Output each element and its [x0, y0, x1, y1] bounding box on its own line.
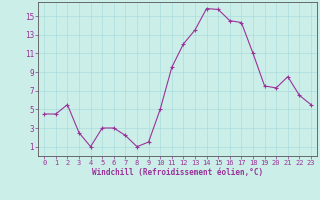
X-axis label: Windchill (Refroidissement éolien,°C): Windchill (Refroidissement éolien,°C) — [92, 168, 263, 177]
